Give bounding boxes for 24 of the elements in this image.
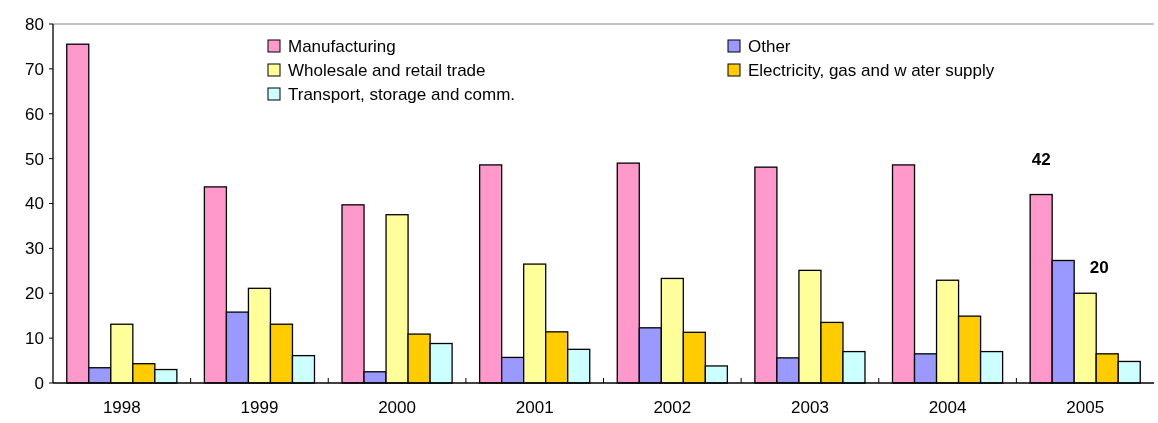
- x-tick-label: 2004: [928, 398, 967, 417]
- legend-label: Transport, storage and comm.: [288, 84, 516, 104]
- y-tick-label: 80: [25, 14, 44, 34]
- y-tick-label: 20: [25, 284, 44, 304]
- y-tick-label: 10: [25, 329, 44, 349]
- x-tick-label: 2005: [1066, 398, 1105, 417]
- legend-label: Electricity, gas and w ater supply: [748, 60, 995, 80]
- y-tick-label: 70: [25, 59, 44, 79]
- y-tick-label: 60: [25, 104, 44, 124]
- y-tick-label: 0: [34, 373, 44, 393]
- legend-label: Wholesale and retail trade: [288, 60, 486, 80]
- legend-label: Manufacturing: [288, 36, 396, 56]
- x-tick-label: 2002: [653, 398, 692, 417]
- x-tick-label: 2001: [515, 398, 554, 417]
- x-tick-label: 2000: [378, 398, 416, 417]
- y-tick-label: 50: [25, 149, 44, 169]
- y-tick-label: 40: [25, 194, 44, 214]
- legend-label: Other: [748, 36, 791, 56]
- x-tick-label: 1998: [102, 398, 141, 417]
- data-label: 20: [1089, 258, 1109, 278]
- x-tick-label: 2003: [791, 398, 829, 417]
- data-label: 42: [1031, 149, 1051, 169]
- y-tick-label: 30: [25, 239, 44, 259]
- x-tick-label: 1999: [240, 398, 279, 417]
